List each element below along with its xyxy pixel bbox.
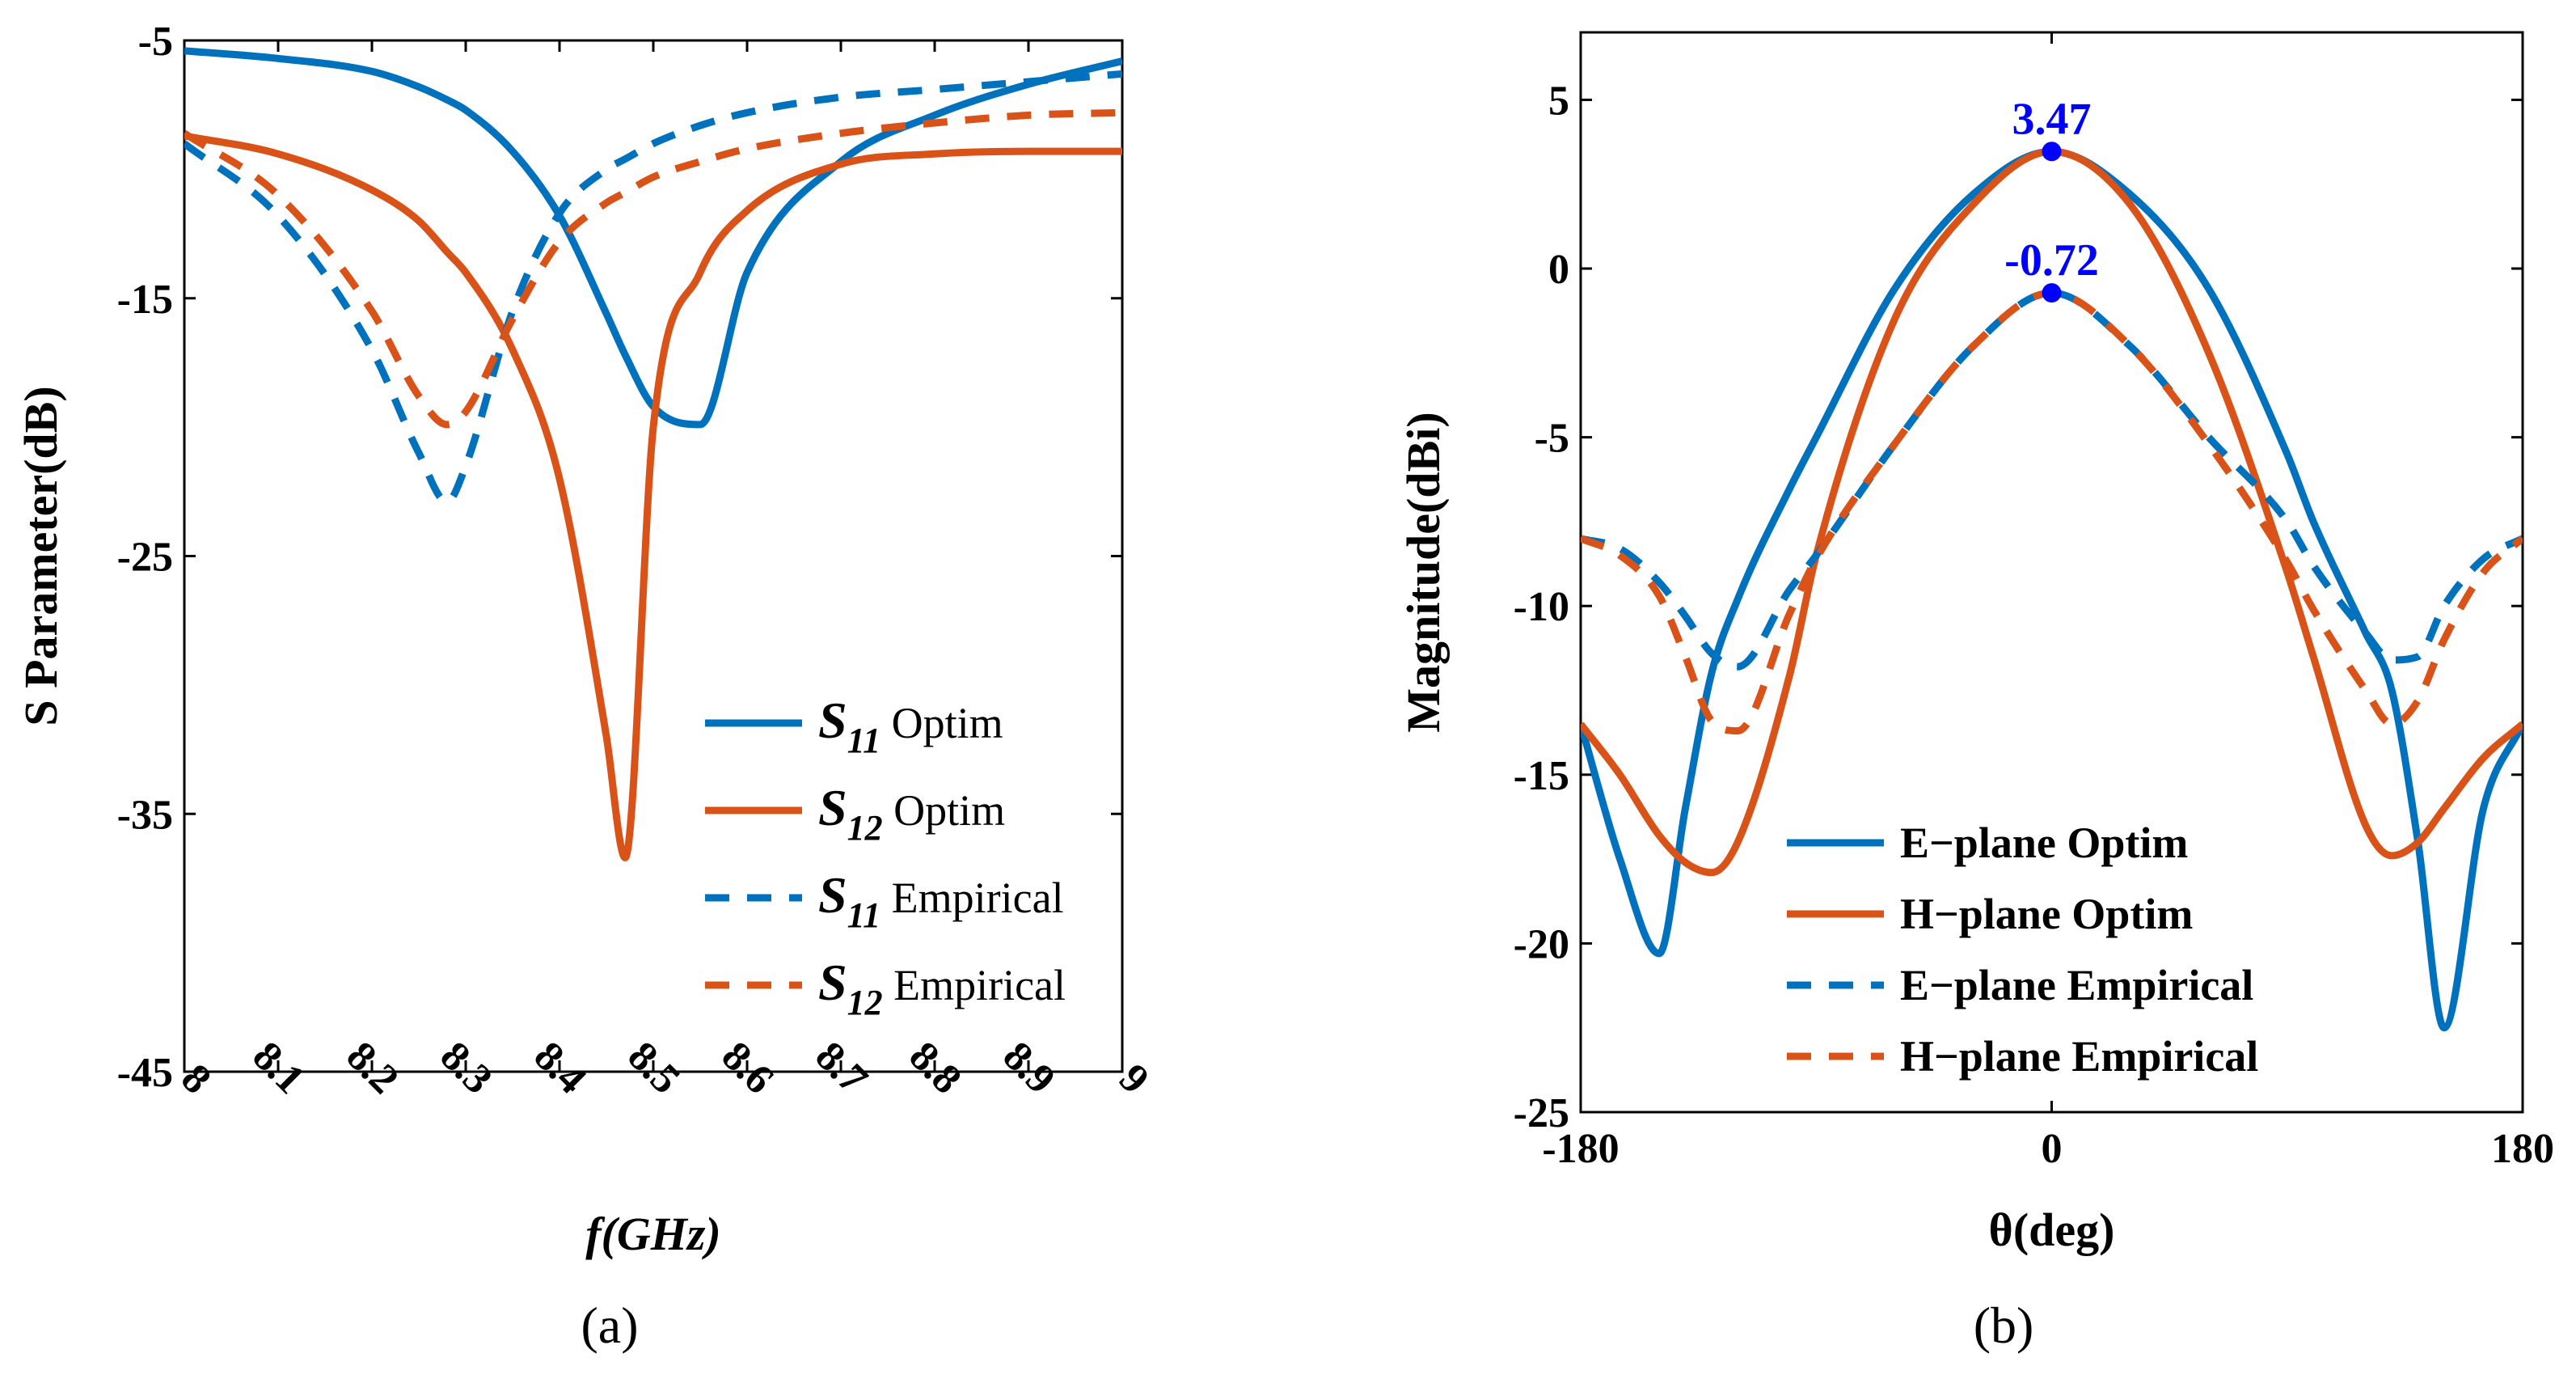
x-tick-label: 8.3: [432, 1033, 501, 1102]
legend-entry: S12 Optim: [818, 779, 1005, 848]
x-tick-label: 8: [172, 1056, 220, 1103]
legend-entry: E−plane Empirical: [1900, 961, 2253, 1009]
x-tick-label: 180: [2491, 1126, 2554, 1172]
y-tick-label: -5: [1535, 416, 1569, 462]
x-tick-label: 8.9: [995, 1033, 1064, 1102]
legend-entry: E−plane Optim: [1900, 819, 2188, 867]
x-axis-label: f(GHz): [585, 1208, 721, 1260]
y-tick-label: -35: [117, 792, 173, 838]
panel-a-label: (a): [581, 1297, 638, 1354]
legend-entry: S11 Empirical: [818, 866, 1064, 935]
panel-a: (a) 8 8.1 8.2 8.3 8.4 8.5 8.6 8.7 8.8 8.9 9 -5 -15 -2…: [15, 19, 1158, 1354]
legend-entry: H−plane Empirical: [1900, 1032, 2258, 1081]
y-tick-label: -5: [138, 19, 173, 65]
x-tick-label: 8.7: [807, 1033, 876, 1102]
panel-b: (b) -180 0 180 5 0 -5 -10 -15 -20 -25 θ(deg) Magnit…: [1397, 31, 2554, 1354]
y-tick-label: -20: [1514, 921, 1569, 967]
panel-b-label: (b): [1974, 1297, 2034, 1354]
y-tick-label: -10: [1514, 584, 1569, 630]
y-tick-label: -25: [117, 535, 173, 581]
x-tick-label: 8.1: [244, 1033, 314, 1102]
y-axis-label: S Parameter(dB): [15, 386, 67, 726]
legend-entry: H−plane Optim: [1900, 890, 2193, 938]
annotation-marker: [2042, 283, 2062, 303]
y-tick-label: -15: [1514, 753, 1569, 799]
legend-entry: S12 Empirical: [818, 954, 1066, 1022]
y-axis-label: Magnitude(dBi): [1397, 412, 1450, 732]
x-axis-label: θ(deg): [1989, 1204, 2115, 1256]
plot-area: [184, 47, 1122, 861]
series-line-s12-empirical: [184, 108, 1122, 429]
annotation-label: -0.72: [2004, 235, 2099, 286]
y-tick-label: -25: [1514, 1090, 1569, 1136]
x-tick-label: -180: [1542, 1126, 1619, 1172]
x-tick-label: 8.6: [713, 1033, 783, 1102]
x-tick-label: 8.8: [901, 1033, 970, 1102]
y-tick-label: -45: [117, 1050, 173, 1096]
annotation-marker: [2042, 142, 2062, 162]
y-tick-label: -15: [117, 277, 173, 323]
axes-box: [1579, 31, 2524, 1114]
series-line-s12-optim: [184, 132, 1122, 861]
y-tick-label: 0: [1548, 247, 1569, 293]
y-tick-label: 5: [1548, 78, 1569, 124]
legend-entry: S11 Optim: [818, 692, 1003, 760]
series-line-s11-optim: [184, 47, 1122, 429]
x-tick-label: 9: [1110, 1056, 1158, 1103]
x-tick-label: 8.5: [619, 1033, 689, 1102]
x-tick-label: 8.2: [338, 1033, 408, 1102]
x-tick-label: 8.4: [526, 1033, 595, 1102]
x-tick-label: 0: [2042, 1126, 2063, 1172]
series-line-e-plane-empirical: [1581, 289, 2523, 671]
series-line-s11-empirical: [184, 70, 1122, 506]
annotation-label: 3.47: [2012, 94, 2092, 144]
